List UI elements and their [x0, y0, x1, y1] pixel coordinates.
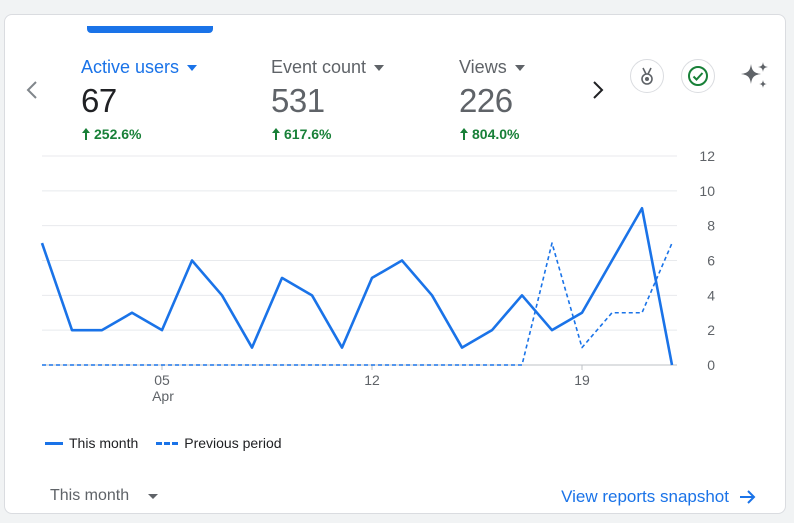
- x-tick-label: 05: [154, 372, 170, 388]
- legend-label: Previous period: [184, 435, 282, 451]
- caret-down-icon: [514, 64, 525, 71]
- metric-value: 531: [271, 82, 325, 119]
- x-tick-label: 12: [364, 372, 380, 388]
- y-tick-label: 0: [707, 357, 715, 373]
- date-range-dropdown[interactable]: This month: [50, 487, 159, 505]
- caret-down-icon: [374, 64, 385, 71]
- metric-tab-event-count[interactable]: Event count 531 617.6%: [271, 57, 386, 142]
- caret-down-icon: [187, 64, 198, 71]
- home-summary-card: Active users 67 252.6% Event count 531 6…: [4, 14, 786, 514]
- arrow-up-icon: [272, 128, 280, 140]
- active-metric-indicator: [87, 26, 213, 33]
- metric-value: 67: [81, 82, 117, 119]
- series-line-this-month: [40, 206, 674, 366]
- metric-value: 226: [459, 82, 513, 119]
- view-reports-snapshot-link[interactable]: View reports snapshot: [561, 487, 757, 507]
- caret-down-icon: [148, 494, 159, 499]
- metric-tab-active-users[interactable]: Active users 67 252.6%: [81, 57, 199, 142]
- metric-change: 252.6%: [94, 126, 142, 142]
- x-tick-sublabel: Apr: [152, 388, 174, 404]
- check-circle-icon: [688, 66, 708, 86]
- metric-label: Views: [459, 57, 507, 77]
- next-metrics-icon[interactable]: [589, 79, 607, 101]
- metric-label: Active users: [81, 57, 180, 77]
- previous-metrics-icon[interactable]: [23, 79, 41, 101]
- metric-label: Event count: [271, 57, 367, 77]
- view-reports-label: View reports snapshot: [561, 487, 729, 506]
- legend-label: This month: [69, 435, 139, 451]
- y-tick-label: 10: [699, 183, 715, 199]
- metric-tab-views[interactable]: Views 226 804.0%: [459, 57, 527, 142]
- medal-icon: [641, 67, 653, 85]
- legend-item-previous-period: Previous period: [156, 435, 282, 451]
- insights-badge-button[interactable]: [630, 59, 664, 93]
- sparkle-icon: [741, 62, 768, 88]
- y-tick-label: 4: [707, 287, 715, 303]
- series-line-previous-period: [42, 242, 673, 366]
- ai-insights-button[interactable]: [738, 59, 772, 93]
- metric-change: 617.6%: [284, 126, 332, 142]
- chart-legend: This month Previous period: [45, 435, 282, 451]
- legend-item-this-month: This month: [45, 435, 138, 451]
- y-tick-label: 12: [699, 148, 715, 164]
- x-tick-label: 19: [574, 372, 590, 388]
- arrow-up-icon: [460, 128, 468, 140]
- y-tick-label: 6: [707, 253, 715, 269]
- y-tick-label: 2: [707, 322, 715, 338]
- metric-change: 804.0%: [472, 126, 520, 142]
- data-quality-check-button[interactable]: [681, 59, 715, 93]
- arrow-up-icon: [82, 128, 90, 140]
- legend-swatch-dashed: [156, 441, 179, 445]
- date-range-label: This month: [50, 487, 130, 504]
- legend-swatch-solid: [45, 441, 63, 445]
- y-tick-label: 8: [707, 218, 715, 234]
- arrow-right-icon: [740, 490, 756, 504]
